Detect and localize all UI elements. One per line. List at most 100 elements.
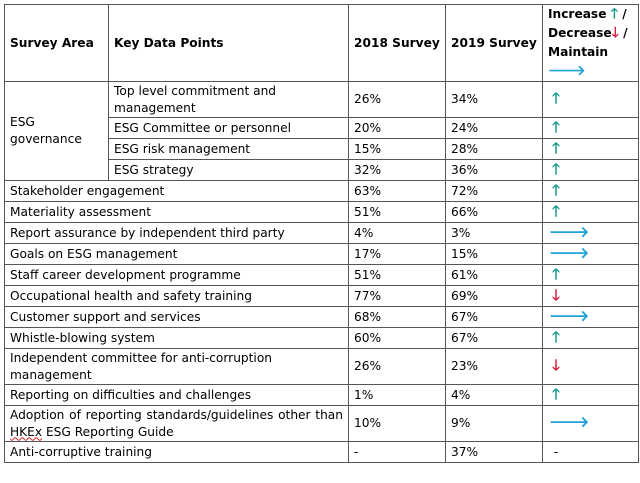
value-2018: 77% <box>348 285 446 307</box>
table-row: Anti-corruptive training - 37% - <box>4 441 639 463</box>
table-row: ESG governance Top level commitment and … <box>4 81 639 181</box>
value-2019: 66% <box>445 201 543 223</box>
survey-area: Occupational health and safety training <box>4 285 349 307</box>
table-row: Report assurance by independent third pa… <box>4 222 639 244</box>
header-decrease-label: Decrease <box>548 26 612 40</box>
survey-area: Whistle-blowing system <box>4 327 349 349</box>
value-2019: 24% <box>445 117 543 139</box>
trend-cell: 🡒 <box>542 306 639 328</box>
survey-area: Customer support and services <box>4 306 349 328</box>
trend-cell: 🡑 <box>542 81 639 118</box>
trend-cell: 🡑 <box>542 201 639 223</box>
survey-area: Goals on ESG management <box>4 243 349 265</box>
header-trend: Increase 🡑 / Decrease🡓 / Maintain 🡒 <box>542 4 639 82</box>
value-2018: 63% <box>348 180 446 202</box>
table-row: Stakeholder engagement 63% 72% 🡑 <box>4 180 639 202</box>
arrow-down-icon: 🡓 <box>552 356 560 374</box>
value-2018: 4% <box>348 222 446 244</box>
value-2019: 36% <box>445 159 543 181</box>
value-2018: 60% <box>348 327 446 349</box>
survey-area: Staff career development programme <box>4 264 349 286</box>
value-2019: 23% <box>445 348 543 385</box>
table-row: ESG strategy 32% 36% 🡑 <box>5 159 639 181</box>
arrow-up-icon: 🡑 <box>552 159 560 178</box>
trend-cell: 🡓 <box>542 285 639 307</box>
header-row: Survey Area Key Data Points 2018 Survey … <box>4 4 639 82</box>
value-2019: 67% <box>445 327 543 349</box>
survey-area: Stakeholder engagement <box>4 180 349 202</box>
table-row: Reporting on difficulties and challenges… <box>4 384 639 406</box>
value-2018: 68% <box>348 306 446 328</box>
survey-area: Reporting on difficulties and challenges <box>4 384 349 406</box>
survey-table-container: Survey Area Key Data Points 2018 Survey … <box>4 4 639 463</box>
value-2018: 20% <box>348 117 446 139</box>
arrow-up-icon: 🡑 <box>610 6 618 22</box>
survey-area: Anti-corruptive training <box>4 441 349 463</box>
trend-cell: 🡒 <box>542 405 639 442</box>
trend-text: - <box>553 444 559 459</box>
arrow-up-icon: 🡑 <box>552 138 560 157</box>
value-2018: 51% <box>348 264 446 286</box>
arrow-up-icon: 🡑 <box>552 327 560 346</box>
trend-cell: 🡑 <box>542 138 639 160</box>
arrow-down-icon: 🡓 <box>611 25 619 41</box>
arrow-up-icon: 🡑 <box>552 180 560 199</box>
value-2018: - <box>348 441 446 463</box>
value-2018: 26% <box>348 348 446 385</box>
header-2018-survey: 2018 Survey <box>348 4 446 82</box>
arrow-right-icon: 🡒 <box>549 413 590 431</box>
arrow-right-icon: 🡒 <box>548 63 586 79</box>
arrow-up-icon: 🡑 <box>552 201 560 220</box>
trend-cell: 🡑 <box>542 180 639 202</box>
survey-area-text: Adoption of reporting standards/guidelin… <box>10 407 343 422</box>
value-2019: 3% <box>445 222 543 244</box>
trend-cell: 🡓 <box>542 348 639 385</box>
trend-cell: 🡒 <box>542 243 639 265</box>
table-row: Staff career development programme 51% 6… <box>4 264 639 286</box>
value-2018: 26% <box>348 81 446 118</box>
header-survey-area: Survey Area <box>4 4 109 82</box>
value-2018: 15% <box>348 138 446 160</box>
trend-cell: 🡑 <box>542 264 639 286</box>
value-2019: 72% <box>445 180 543 202</box>
esg-governance-label: ESG governance <box>4 81 109 181</box>
value-2018: 51% <box>348 201 446 223</box>
table-body: ESG governance Top level commitment and … <box>4 81 639 463</box>
header-separator: / <box>622 7 627 21</box>
table-row: Customer support and services 68% 67% 🡒 <box>4 306 639 328</box>
header-increase-label: Increase <box>548 7 607 21</box>
value-2018: 1% <box>348 384 446 406</box>
table-row: Occupational health and safety training … <box>4 285 639 307</box>
header-trend-line-1: Increase 🡑 / <box>548 6 633 25</box>
arrow-up-icon: 🡑 <box>552 264 560 283</box>
survey-area: Materiality assessment <box>4 201 349 223</box>
value-2019: 34% <box>445 81 543 118</box>
arrow-up-icon: 🡑 <box>552 117 560 136</box>
value-2018: 32% <box>348 159 446 181</box>
table-row: Goals on ESG management 17% 15% 🡒 <box>4 243 639 265</box>
value-2019: 4% <box>445 384 543 406</box>
trend-cell: 🡑 <box>542 384 639 406</box>
value-2019: 28% <box>445 138 543 160</box>
header-2019-survey: 2019 Survey <box>445 4 543 82</box>
trend-cell: 🡑 <box>542 117 639 139</box>
value-2019: 61% <box>445 264 543 286</box>
survey-area: Report assurance by independent third pa… <box>4 222 349 244</box>
table-row: Whistle-blowing system 60% 67% 🡑 <box>4 327 639 349</box>
arrow-right-icon: 🡒 <box>549 243 590 262</box>
table-row: Materiality assessment 51% 66% 🡑 <box>4 201 639 223</box>
key-data-point: Top level commitment and management <box>108 81 349 118</box>
table-row: Independent committee for anti-corruptio… <box>4 348 639 385</box>
header-trend-line-2: Decrease🡓 / <box>548 24 633 43</box>
arrow-down-icon: 🡓 <box>552 285 560 304</box>
value-2019: 15% <box>445 243 543 265</box>
survey-area: Independent committee for anti-corruptio… <box>4 348 349 385</box>
header-key-data-points: Key Data Points <box>108 4 349 82</box>
value-2018: 17% <box>348 243 446 265</box>
trend-cell: 🡒 <box>542 222 639 244</box>
key-data-point: ESG Committee or personnel <box>108 117 349 139</box>
arrow-right-icon: 🡒 <box>549 222 590 241</box>
trend-cell: - <box>542 441 639 463</box>
survey-area-text-mark: HKEx <box>10 424 43 439</box>
trend-cell: 🡑 <box>542 159 639 181</box>
